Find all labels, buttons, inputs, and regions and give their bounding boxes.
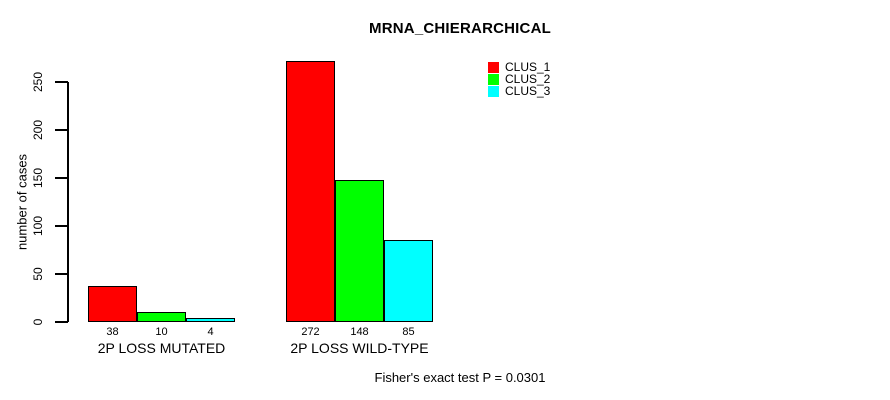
y-axis-tick	[55, 129, 68, 131]
y-axis-tick-label: 200	[31, 119, 45, 141]
bar-value-label: 4	[207, 326, 214, 338]
legend-label: CLUS_3	[505, 84, 551, 98]
legend-swatch-clus-2	[488, 73, 499, 85]
y-axis-tick	[55, 225, 68, 227]
y-axis-tick-label: 100	[31, 215, 45, 237]
bar-value-label: 272	[301, 326, 320, 338]
y-axis-line	[67, 82, 69, 322]
category-label: 2P LOSS WILD-TYPE	[290, 340, 429, 356]
bar-value-label: 148	[350, 326, 369, 338]
legend-swatch-clus-3	[488, 85, 499, 97]
y-axis-tick-label: 50	[31, 267, 45, 281]
y-axis-tick-label: 250	[31, 71, 45, 93]
bar-value-label: 38	[106, 326, 119, 338]
chart-title: MRNA_CHIERARCHICAL	[369, 20, 551, 37]
y-axis-tick-label: 150	[31, 167, 45, 189]
y-axis-tick	[55, 321, 68, 323]
bar-clus-3-cat0	[186, 318, 235, 322]
legend-item: CLUS_3	[488, 84, 551, 98]
bar-value-label: 85	[402, 326, 415, 338]
legend-swatch-clus-1	[488, 61, 499, 73]
annotation-fishers-test: Fisher's exact test P = 0.0301	[374, 370, 546, 385]
bar-clus-1-cat0	[88, 286, 137, 322]
y-axis-tick	[55, 177, 68, 179]
legend-label: CLUS_2	[505, 72, 551, 86]
y-axis-tick	[55, 81, 68, 83]
y-axis-tick	[55, 273, 68, 275]
y-axis-label: number of cases	[14, 153, 30, 251]
legend-item: CLUS_2	[488, 72, 551, 86]
bar-value-label: 10	[155, 326, 168, 338]
legend-item: CLUS_1	[488, 60, 551, 74]
legend-label: CLUS_1	[505, 60, 551, 74]
category-label: 2P LOSS MUTATED	[97, 340, 226, 356]
bar-clus-1-cat1	[286, 61, 335, 322]
bar-clus-2-cat0	[137, 312, 186, 322]
y-axis-tick-label: 0	[31, 318, 45, 326]
bar-clus-2-cat1	[335, 180, 384, 322]
bar-clus-3-cat1	[384, 240, 433, 322]
